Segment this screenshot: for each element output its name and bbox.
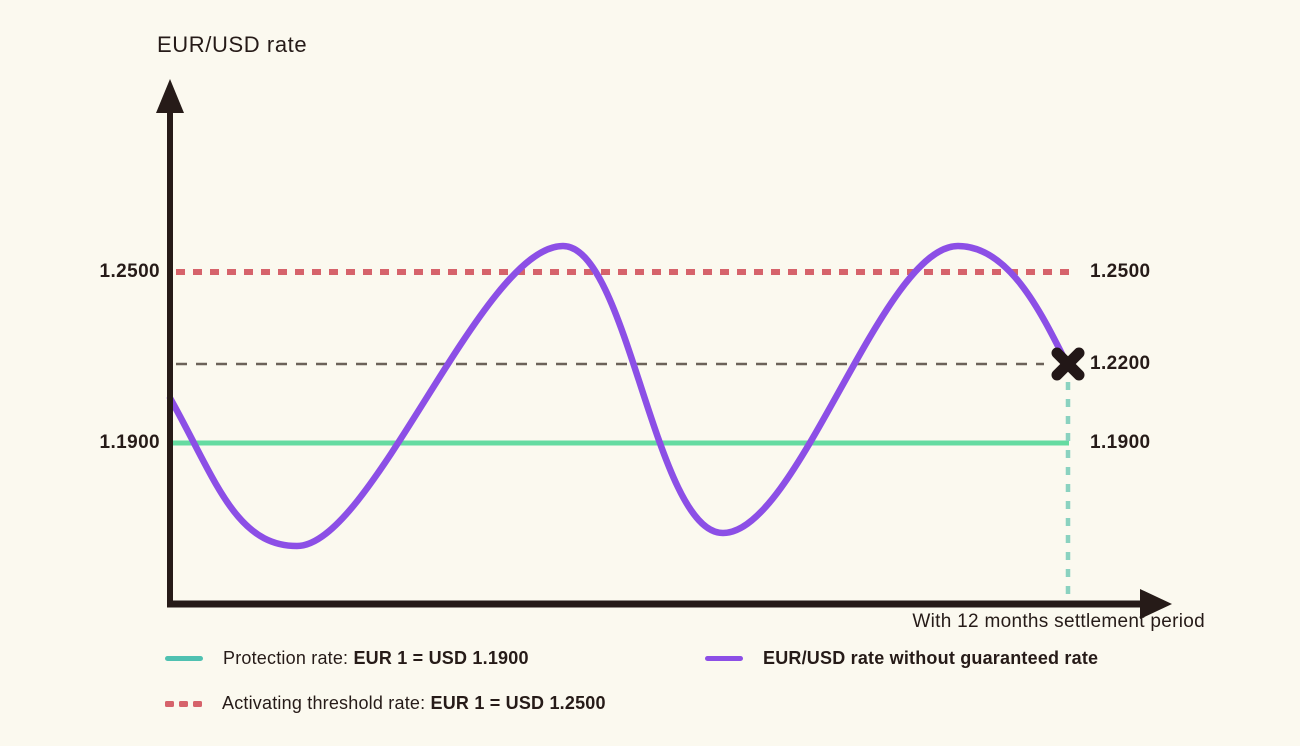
chart-title: EUR/USD rate — [157, 32, 308, 57]
y-label-left-1.1900: 1.1900 — [99, 432, 160, 453]
x-axis-label: With 12 months settlement period — [912, 611, 1205, 632]
y-label-left-1.2500: 1.2500 — [99, 261, 160, 282]
threshold-line-swatch-icon — [165, 700, 202, 707]
y-label-right-1.2500: 1.2500 — [1090, 261, 1151, 282]
y-label-right-1.1900: 1.1900 — [1090, 432, 1151, 453]
legend-protection-label: Protection rate: EUR 1 = USD 1.1900 — [223, 648, 529, 668]
y-label-right-1.2200: 1.2200 — [1090, 353, 1151, 374]
protection-line-swatch-icon — [165, 656, 203, 661]
legend-item-protection: Protection rate: EUR 1 = USD 1.1900 — [165, 648, 529, 669]
legend-market-rate-label: EUR/USD rate without guaranteed rate — [763, 648, 1099, 668]
settlement-x-marker-icon — [1051, 347, 1085, 381]
legend-threshold-label: Activating threshold rate: EUR 1 = USD 1… — [222, 693, 606, 713]
y-axis-arrowhead — [156, 79, 184, 113]
x-axis-arrowhead — [1140, 589, 1172, 619]
market-rate-curve — [166, 242, 1070, 550]
legend-item-threshold: Activating threshold rate: EUR 1 = USD 1… — [165, 693, 606, 714]
legend-item-market-rate: EUR/USD rate without guaranteed rate — [705, 648, 1098, 669]
market-rate-line-swatch-icon — [705, 656, 743, 661]
